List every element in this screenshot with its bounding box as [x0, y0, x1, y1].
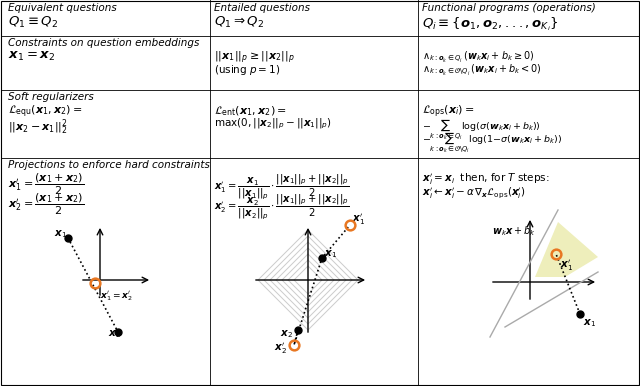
Text: $\boldsymbol{x}_1'$: $\boldsymbol{x}_1'$: [560, 258, 573, 273]
Text: $\mathcal{L}_{\mathrm{ent}}(\boldsymbol{x}_1, \boldsymbol{x}_2) =$: $\mathcal{L}_{\mathrm{ent}}(\boldsymbol{…: [214, 104, 287, 118]
Text: $Q_1 \equiv Q_2$: $Q_1 \equiv Q_2$: [8, 15, 58, 30]
Text: $\boldsymbol{x}_1$: $\boldsymbol{x}_1$: [324, 248, 337, 260]
Text: $\mathcal{L}_{\mathrm{equ}}(\boldsymbol{x}_1, \boldsymbol{x}_2) =$: $\mathcal{L}_{\mathrm{equ}}(\boldsymbol{…: [8, 104, 83, 120]
Polygon shape: [535, 222, 598, 277]
Text: $\boldsymbol{x}_2$: $\boldsymbol{x}_2$: [280, 328, 293, 340]
Text: $\boldsymbol{x}_1' = \dfrac{(\boldsymbol{x}_1+\boldsymbol{x}_2)}{2}$: $\boldsymbol{x}_1' = \dfrac{(\boldsymbol…: [8, 172, 84, 198]
Text: $\boldsymbol{x}_2$: $\boldsymbol{x}_2$: [108, 328, 121, 340]
Text: $\boldsymbol{w}_k\boldsymbol{x}+b_k$: $\boldsymbol{w}_k\boldsymbol{x}+b_k$: [492, 224, 536, 238]
Text: $\wedge_{k:\boldsymbol{o}_k \in \mathcal{O}\backslash Q_i}\,(\boldsymbol{w}_k\bo: $\wedge_{k:\boldsymbol{o}_k \in \mathcal…: [422, 63, 542, 78]
Text: $Q_i \equiv \{\boldsymbol{o}_1, \boldsymbol{o}_2, ..., \boldsymbol{o}_{K_i}\}$: $Q_i \equiv \{\boldsymbol{o}_1, \boldsym…: [422, 15, 558, 32]
Text: $Q_1 \Rightarrow Q_2$: $Q_1 \Rightarrow Q_2$: [214, 15, 264, 30]
Text: Functional programs (operations): Functional programs (operations): [422, 3, 596, 13]
Text: $\boldsymbol{x}_i' \leftarrow \boldsymbol{x}_i' - \alpha\, \nabla_{\boldsymbol{x: $\boldsymbol{x}_i' \leftarrow \boldsymbo…: [422, 186, 525, 201]
Text: $\boldsymbol{x}_2'$: $\boldsymbol{x}_2'$: [274, 341, 287, 356]
Text: Constraints on question embeddings: Constraints on question embeddings: [8, 38, 200, 48]
Text: $\boldsymbol{x}_2' = \dfrac{(\boldsymbol{x}_1+\boldsymbol{x}_2)}{2}$: $\boldsymbol{x}_2' = \dfrac{(\boldsymbol…: [8, 192, 84, 217]
Text: Entailed questions: Entailed questions: [214, 3, 310, 13]
Text: $\boldsymbol{x}_i' = \boldsymbol{x}_i$  then, for $T$ steps:: $\boldsymbol{x}_i' = \boldsymbol{x}_i$ t…: [422, 172, 550, 187]
Text: $-\sum_{k:\boldsymbol{o}_k \in Q_i} \log(\sigma(\boldsymbol{w}_k\boldsymbol{x}_i: $-\sum_{k:\boldsymbol{o}_k \in Q_i} \log…: [422, 117, 541, 142]
Text: $\boldsymbol{x}_1$: $\boldsymbol{x}_1$: [583, 317, 596, 329]
Text: $\max\left(0, ||\boldsymbol{x}_2||_p - ||\boldsymbol{x}_1||_p\right)$: $\max\left(0, ||\boldsymbol{x}_2||_p - |…: [214, 117, 332, 131]
Text: $\boldsymbol{x}_1' = \boldsymbol{x}_2'$: $\boldsymbol{x}_1' = \boldsymbol{x}_2'$: [100, 289, 133, 303]
Text: $\wedge_{k:\boldsymbol{o}_k \in Q_i}\,(\boldsymbol{w}_k\boldsymbol{x}_i + b_k \g: $\wedge_{k:\boldsymbol{o}_k \in Q_i}\,(\…: [422, 50, 534, 65]
Text: $\boldsymbol{x}_1' = \dfrac{\boldsymbol{x}_1}{||\boldsymbol{x}_1||_p} \cdot \dfr: $\boldsymbol{x}_1' = \dfrac{\boldsymbol{…: [214, 172, 349, 201]
Text: $\mathcal{L}_{\mathrm{ops}}(\boldsymbol{x}_i) =$: $\mathcal{L}_{\mathrm{ops}}(\boldsymbol{…: [422, 104, 475, 120]
Text: $\boldsymbol{x}_1'$: $\boldsymbol{x}_1'$: [352, 212, 365, 227]
Text: $\boldsymbol{x}_2' = \dfrac{\boldsymbol{x}_2}{||\boldsymbol{x}_2||_p} \cdot \dfr: $\boldsymbol{x}_2' = \dfrac{\boldsymbol{…: [214, 192, 349, 221]
Text: $\boldsymbol{x}_1 = \boldsymbol{x}_2$: $\boldsymbol{x}_1 = \boldsymbol{x}_2$: [8, 50, 55, 63]
Text: Soft regularizers: Soft regularizers: [8, 92, 93, 102]
Text: Projections to enforce hard constraints: Projections to enforce hard constraints: [8, 160, 210, 170]
Text: (using $p = 1$): (using $p = 1$): [214, 63, 280, 77]
Text: $\boldsymbol{x}_1$: $\boldsymbol{x}_1$: [54, 228, 67, 240]
Text: Equivalent questions: Equivalent questions: [8, 3, 116, 13]
Text: $-\sum_{k:\boldsymbol{o}_k \in \mathcal{O}\backslash Q_i} \log(1{-}\sigma(\bolds: $-\sum_{k:\boldsymbol{o}_k \in \mathcal{…: [422, 130, 562, 155]
Text: $||\boldsymbol{x}_2 - \boldsymbol{x}_1||_2^2$: $||\boldsymbol{x}_2 - \boldsymbol{x}_1||…: [8, 117, 68, 137]
Text: $||\boldsymbol{x}_1||_p \geq ||\boldsymbol{x}_2||_p$: $||\boldsymbol{x}_1||_p \geq ||\boldsymb…: [214, 50, 295, 66]
